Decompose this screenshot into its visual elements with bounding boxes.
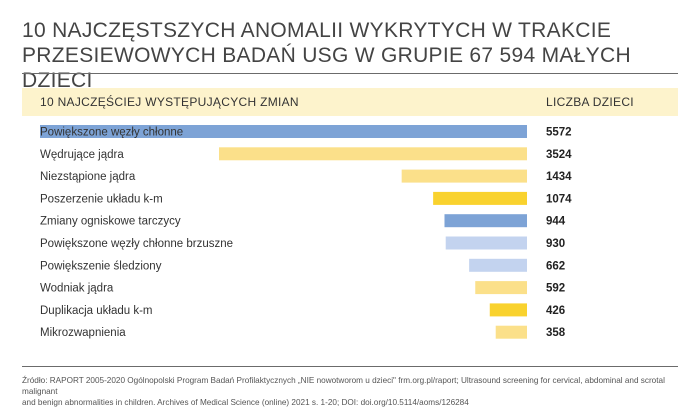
category-label-1: Powiększone węzły chłonne (40, 127, 183, 139)
category-label-6: Powiększone węzły chłonne brzuszne (40, 238, 233, 250)
chart-title-line-2: PRZESIEWOWYCH BADAŃ USG W GRUPIE 67 594 … (22, 44, 631, 92)
value-label-1: 5572 (546, 127, 572, 139)
bar-9 (489, 303, 527, 317)
value-label-10: 358 (546, 327, 566, 339)
chart-title: 10 NAJCZĘSTSZYCH ANOMALII WYKRYTYCH W TR… (22, 18, 682, 93)
value-label-7: 662 (546, 260, 565, 272)
category-label-8: Wodniak jądra (40, 283, 114, 295)
value-label-3: 1434 (546, 171, 572, 183)
bar-7 (469, 258, 527, 272)
bar-2 (218, 147, 527, 161)
category-label-2: Wędrujące jądra (40, 149, 124, 161)
value-label-8: 592 (546, 283, 565, 295)
value-label-4: 1074 (546, 193, 572, 205)
chart-title-line-1: 10 NAJCZĘSTSZYCH ANOMALII WYKRYTYCH W TR… (22, 19, 612, 42)
category-label-9: Duplikacja układu k-m (40, 305, 153, 317)
source-note: Źródło: RAPORT 2005-2020 Ogólnopolski Pr… (22, 375, 682, 408)
source-line-2: and benign abnormalities in children. Ar… (22, 398, 469, 407)
category-label-10: Mikrozwapnienia (40, 327, 126, 339)
category-column-header: 10 NAJCZĘŚCIEJ WYSTĘPUJĄCYCH ZMIAN (40, 95, 299, 109)
value-label-6: 930 (546, 238, 565, 250)
bar-4 (433, 191, 527, 205)
value-label-2: 3524 (546, 149, 572, 161)
count-column-header: LICZBA DZIECI (546, 95, 634, 109)
bottom-divider (22, 366, 678, 367)
value-label-9: 426 (546, 305, 565, 317)
category-label-7: Powiększenie śledziony (40, 260, 162, 272)
bar-5 (444, 214, 527, 228)
bar-8 (475, 281, 527, 295)
table-header: 10 NAJCZĘŚCIEJ WYSTĘPUJĄCYCH ZMIAN LICZB… (22, 88, 678, 116)
bar-1 (40, 125, 527, 138)
category-label-3: Niezstąpione jądra (40, 171, 136, 183)
bar-10 (495, 325, 527, 339)
bar-6 (445, 236, 527, 250)
value-label-5: 944 (546, 216, 566, 228)
category-label-5: Zmiany ogniskowe tarczycy (40, 216, 181, 228)
source-line-1: Źródło: RAPORT 2005-2020 Ogólnopolski Pr… (22, 376, 665, 396)
category-label-4: Poszerzenie układu k-m (40, 193, 163, 205)
top-divider (22, 73, 678, 74)
bar-3 (401, 169, 527, 183)
